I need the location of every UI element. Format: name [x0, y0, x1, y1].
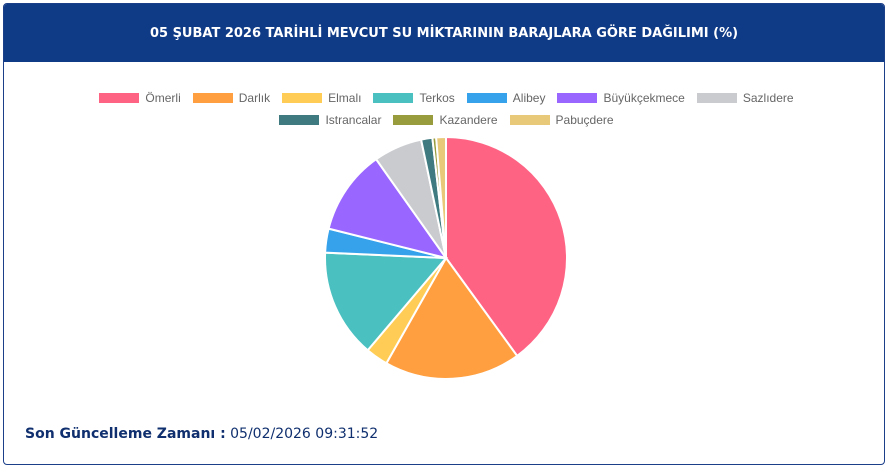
- pie-slice: [385, 256, 519, 380]
- card: 05 ŞUBAT 2026 TARİHLİ MEVCUT SU MİKTARIN…: [3, 3, 885, 465]
- legend-item[interactable]: Kazandere: [393, 112, 498, 128]
- legend-label: Istrancalar: [325, 113, 382, 127]
- legend-label: Ömerli: [145, 91, 181, 105]
- legend-swatch: [282, 93, 323, 103]
- legend-item[interactable]: Elmalı: [282, 90, 361, 106]
- footer: Son Güncelleme Zamanı : 05/02/2026 09:31…: [25, 426, 378, 442]
- chart: [324, 135, 568, 380]
- legend-swatch: [279, 115, 320, 125]
- legend-item[interactable]: Ömerli: [99, 90, 181, 106]
- legend-label: Alibey: [512, 91, 546, 105]
- legend-label: Terkos: [419, 91, 455, 105]
- legend-swatch: [373, 93, 414, 103]
- legend-item[interactable]: Büyükçekmece: [557, 90, 685, 106]
- pie-slice: [327, 157, 449, 260]
- pie-slice: [445, 135, 568, 358]
- legend-swatch: [696, 93, 737, 103]
- legend-label: Büyükçekmece: [603, 91, 685, 105]
- footer-value: 05/02/2026 09:31:52: [230, 426, 379, 442]
- legend-swatch: [509, 115, 550, 125]
- legend-item[interactable]: Darlık: [192, 90, 271, 106]
- legend-item[interactable]: Sazlıdere: [696, 90, 794, 106]
- legend-item[interactable]: Alibey: [466, 90, 546, 106]
- legend-item[interactable]: Terkos: [373, 90, 455, 106]
- footer-label: Son Güncelleme Zamanı :: [25, 426, 226, 442]
- legend-item[interactable]: Pabuçdere: [509, 112, 614, 128]
- pie-slice: [435, 135, 447, 259]
- legend-swatch: [557, 93, 598, 103]
- legend-label: Darlık: [238, 91, 271, 105]
- legend-label: Kazandere: [439, 113, 498, 127]
- legend-swatch: [99, 93, 140, 103]
- legend: Ömerli Darlık Elmalı Terkos Alibey Büyükçekme…: [44, 90, 849, 128]
- legend-label: Pabuçdere: [555, 113, 614, 127]
- title: 05 ŞUBAT 2026 TARİHLİ MEVCUT SU MİKTARIN…: [149, 25, 739, 41]
- legend-item[interactable]: Istrancalar: [279, 112, 381, 128]
- legend-swatch: [192, 93, 233, 103]
- pie-slice: [324, 251, 449, 352]
- legend-swatch: [393, 115, 434, 125]
- legend-label: Sazlıdere: [742, 91, 794, 105]
- legend-swatch: [466, 93, 507, 103]
- header: 05 ŞUBAT 2026 TARİHLİ MEVCUT SU MİKTARIN…: [4, 4, 884, 62]
- legend-label: Elmalı: [328, 91, 362, 105]
